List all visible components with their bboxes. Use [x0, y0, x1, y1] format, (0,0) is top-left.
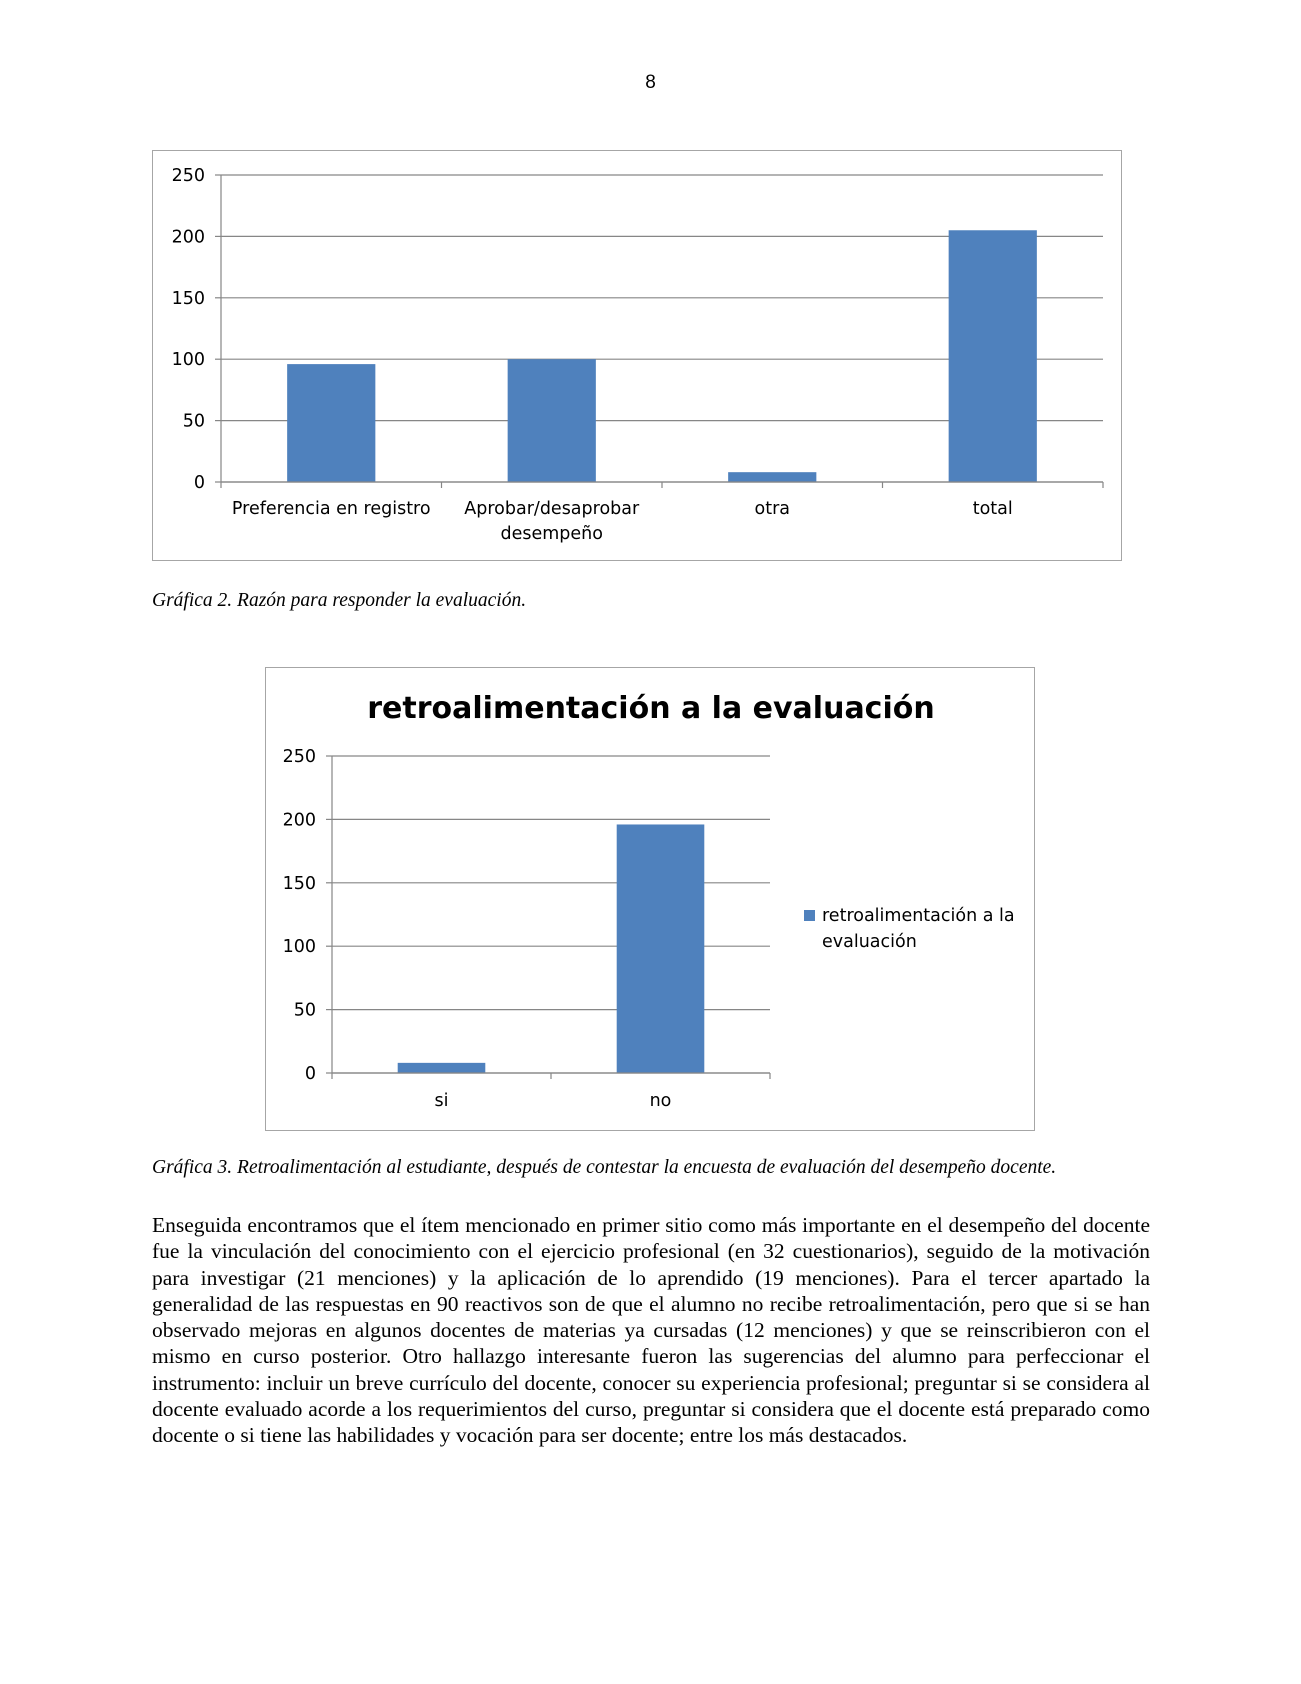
legend-swatch — [804, 910, 815, 921]
body-paragraph: Enseguida encontramos que el ítem mencio… — [152, 1213, 1150, 1448]
x-category-label: si — [435, 1091, 449, 1111]
feedback-bar-chart-svg: retroalimentación a la evaluación 0 50 100 1… — [283, 691, 1015, 1111]
y-tick-label: 250 — [283, 747, 316, 767]
page-number: 8 — [645, 72, 656, 93]
feedback-bar-chart: retroalimentación a la evaluación 0 50 100 1… — [265, 667, 1035, 1131]
y-tick-label: 250 — [172, 166, 205, 186]
reason-bar-chart-svg: 0 50 100 150 200 250 Preferencia en registro Ap… — [172, 166, 1104, 544]
y-tick-label: 200 — [283, 810, 316, 830]
y-tick-label: 150 — [172, 289, 205, 309]
y-tick-label: 0 — [194, 473, 205, 493]
bar-otra — [728, 472, 817, 482]
x-category-label: Preferencia en registro — [232, 499, 431, 519]
y-tick-label: 0 — [305, 1064, 316, 1084]
reason-bar-chart: 0 50 100 150 200 250 Preferencia en registro Ap… — [152, 150, 1122, 561]
bar-total — [948, 230, 1037, 482]
legend-label: retroalimentación a la — [822, 906, 1015, 926]
x-category-label: no — [650, 1091, 672, 1111]
y-tick-label: 150 — [283, 874, 316, 894]
y-tick-label: 100 — [172, 350, 205, 370]
bar-preferencia-en-registro — [287, 364, 376, 482]
y-tick-label: 50 — [294, 1001, 316, 1021]
bar-si — [397, 1062, 486, 1073]
chart-title: retroalimentación a la evaluación — [367, 691, 934, 726]
legend-label: evaluación — [822, 932, 917, 952]
x-category-label: otra — [755, 499, 791, 519]
x-category-label: total — [973, 499, 1013, 519]
x-category-label: desempeño — [501, 524, 603, 544]
y-tick-label: 200 — [172, 227, 205, 247]
x-category-label: Aprobar/desaprobar — [464, 499, 640, 519]
figure-caption-2: Gráfica 2. Razón para responder la evalu… — [152, 590, 527, 611]
bar-aprobar-desaprobar-desempe-o — [507, 359, 596, 482]
y-tick-label: 50 — [183, 412, 205, 432]
bar-no — [616, 824, 705, 1073]
figure-caption-3: Gráfica 3. Retroalimentación al estudian… — [152, 1157, 1057, 1178]
y-tick-label: 100 — [283, 937, 316, 957]
